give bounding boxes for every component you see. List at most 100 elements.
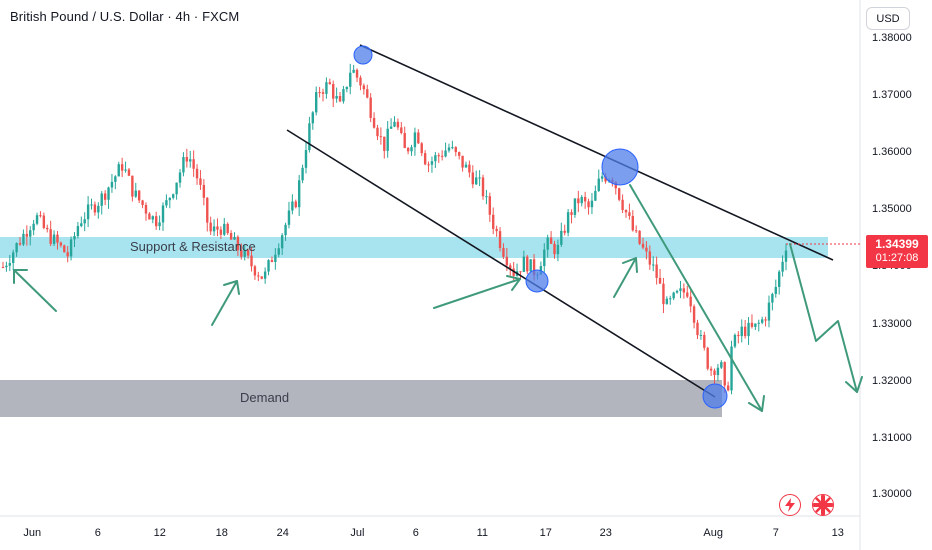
candle-body [76, 226, 80, 237]
candle-body [226, 223, 229, 234]
arrow-up-right-3[interactable] [613, 257, 638, 298]
candle-body [59, 242, 63, 246]
candle-body [114, 176, 117, 182]
candle-body [413, 132, 417, 148]
candle-body [754, 323, 757, 327]
candle-body [648, 251, 652, 265]
candle-body [63, 245, 66, 253]
candle-body [253, 266, 257, 276]
resistance-touch-marker[interactable] [601, 148, 639, 186]
channel-touch-marker[interactable] [525, 269, 549, 293]
time-tick-label: Jun [23, 527, 42, 539]
candle-body [577, 198, 580, 204]
candle-body [277, 248, 280, 255]
candle-body [229, 233, 233, 240]
candle-body [720, 362, 723, 368]
candle-body [359, 77, 362, 86]
candle-body [590, 200, 594, 208]
candle-body [257, 275, 260, 277]
time-tick-label: 12 [153, 527, 166, 539]
candle-body [784, 250, 788, 262]
candle-body [723, 362, 726, 386]
candle-body [549, 237, 553, 244]
arrow-up-right-1[interactable] [211, 280, 240, 326]
candle-body [771, 293, 774, 303]
candle-body [624, 210, 628, 213]
time-tick-label: 7 [772, 527, 779, 539]
candle-body [583, 196, 587, 202]
candle-body [560, 230, 563, 245]
candle-body [124, 169, 127, 171]
candle-body [35, 215, 39, 224]
candle-body [209, 222, 212, 232]
candle-body [485, 196, 488, 198]
candle-body [709, 368, 713, 371]
time-tick-label: 13 [831, 527, 844, 539]
uk-flag-icon[interactable] [812, 494, 834, 516]
candle-body [304, 150, 308, 168]
lightning-icon[interactable] [779, 494, 801, 516]
candle-body [366, 89, 369, 98]
candle-body [481, 177, 485, 197]
candle-body [18, 243, 22, 245]
time-tick-label: 24 [276, 527, 289, 539]
candle-body [699, 334, 703, 336]
arrow-up-right-2[interactable] [433, 275, 521, 309]
channel-upper-line[interactable] [359, 44, 834, 261]
candle-body [774, 286, 777, 294]
candle-body [635, 230, 638, 232]
candle-body [733, 334, 737, 347]
candle-body [440, 155, 444, 157]
candle-body [236, 236, 240, 251]
channel-lower-line[interactable] [286, 129, 716, 398]
candle-body [199, 178, 202, 185]
projection-path-arrow[interactable] [789, 243, 863, 393]
candle-body [492, 214, 495, 229]
candle-body [165, 200, 168, 206]
candle-body [638, 230, 641, 244]
candle-body [461, 155, 464, 168]
demand-touch-marker[interactable] [702, 383, 728, 409]
candle-body [93, 204, 97, 213]
last-price-value: 1.34399 [875, 237, 919, 251]
candle-body [471, 172, 474, 185]
candle-body [444, 150, 447, 157]
candle-body [195, 168, 199, 179]
candle-body [587, 201, 590, 208]
candle-body [509, 265, 512, 269]
last-price-tag: 1.34399 01:27:08 [866, 235, 928, 268]
candle-body [379, 136, 383, 138]
candle-body [600, 176, 604, 179]
candle-body [301, 167, 304, 181]
candle-body [410, 147, 413, 152]
candle-body [556, 244, 560, 255]
candle-body [182, 157, 185, 173]
candle-body [526, 256, 529, 272]
candle-body [617, 188, 621, 200]
candle-body [246, 250, 250, 256]
candle-body [369, 97, 372, 118]
candle-body [110, 181, 114, 188]
candle-body [325, 82, 328, 94]
candle-body [349, 72, 352, 87]
candle-body [22, 233, 25, 245]
candle-body [543, 249, 546, 267]
arrow-down-right-1[interactable] [629, 184, 765, 412]
candle-body [532, 259, 536, 276]
candle-body [652, 264, 655, 266]
candle-body [342, 89, 345, 102]
candle-body [692, 306, 696, 323]
arrow-up-left-1[interactable] [13, 269, 57, 312]
currency-button[interactable]: USD [866, 7, 910, 30]
candle-body [90, 204, 93, 206]
candle-body [747, 322, 750, 337]
swing-high-marker[interactable] [353, 45, 373, 65]
candle-body [679, 288, 682, 291]
candle-body [737, 334, 740, 337]
candle-body [260, 276, 263, 279]
candle-body [447, 147, 451, 151]
candle-body [148, 213, 151, 220]
candle-body [706, 347, 709, 369]
